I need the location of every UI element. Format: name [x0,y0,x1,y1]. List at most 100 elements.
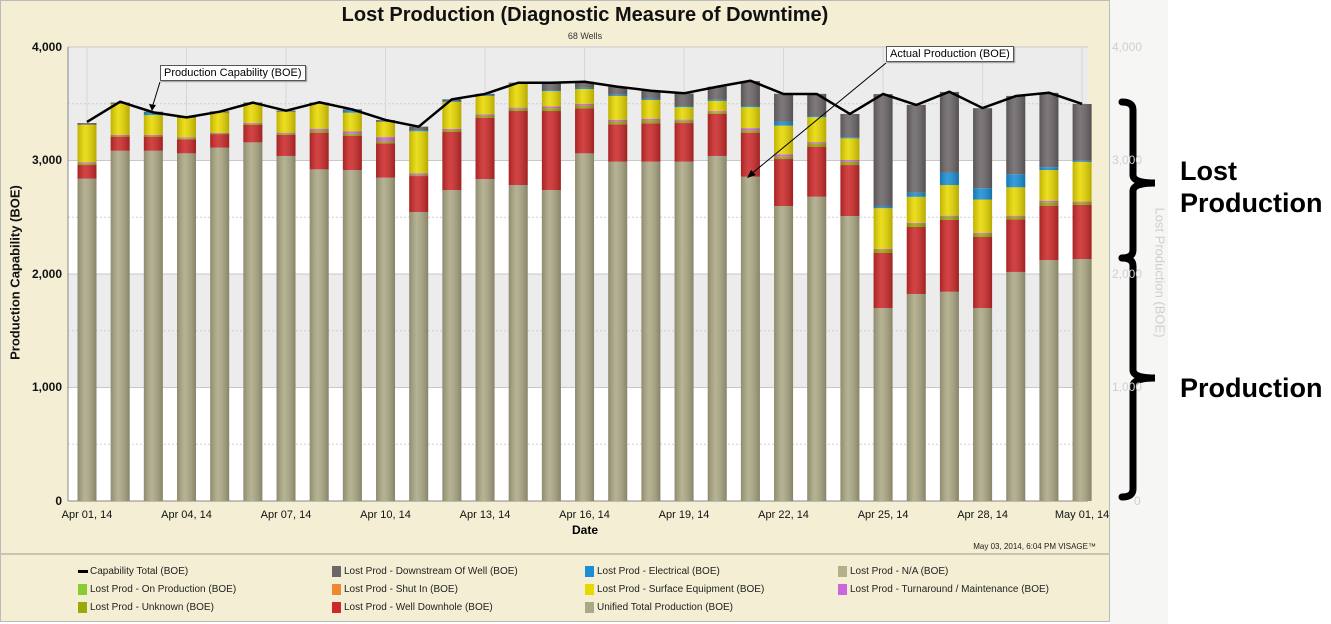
legend-item[interactable]: Lost Prod - Well Downhole (BOE) [332,602,493,613]
bar-shading [243,102,263,502]
bar-shading [177,116,197,501]
bar-shading [110,102,130,502]
legend-item[interactable]: Capability Total (BOE) [78,566,188,577]
arrowhead-icon [747,170,756,178]
y-axis-label: Production Capability (BOE) [7,185,23,360]
bar-shading [873,94,893,501]
x-tick-label: Apr 19, 14 [658,509,710,521]
bar-shading [409,126,429,501]
y-tick-label: 0 [55,494,62,508]
legend-label: Lost Prod - Well Downhole (BOE) [344,602,493,613]
legend-item[interactable]: Lost Prod - Electrical (BOE) [585,566,720,577]
bar-shading [309,102,329,502]
legend-swatch [78,584,87,595]
legend-label: Lost Prod - Turnaround / Maintenance (BO… [850,584,1049,595]
arrowhead-icon [149,104,156,111]
production-brace-label: Production [1180,373,1323,403]
bar-shading [276,110,296,501]
legend-swatch [585,566,594,577]
legend-item[interactable]: Lost Prod - Turnaround / Maintenance (BO… [838,584,1049,595]
legend-item[interactable]: Lost Prod - Shut In (BOE) [332,584,458,595]
bar-shading [840,113,860,501]
y2-tick-label: 4,000 [1112,40,1143,54]
y2-axis-label: Lost Production (BOE) [1152,207,1168,338]
legend-label: Capability Total (BOE) [90,566,189,577]
legend-swatch [332,584,341,595]
legend-swatch [585,602,594,613]
legend-label: Lost Prod - Downstream Of Well (BOE) [344,566,518,577]
bar-shading [674,93,694,501]
x-tick-label: Apr 10, 14 [360,509,411,521]
legend-swatch [332,602,341,613]
legend-label: Lost Prod - Unknown (BOE) [90,602,214,613]
bar-shading [807,93,827,502]
legend-label: Lost Prod - Shut In (BOE) [344,584,458,595]
bar-shading [575,81,595,502]
legend-swatch [838,566,847,577]
x-tick-label: Apr 07, 14 [260,509,312,521]
bar-shading [442,99,462,502]
x-tick-label: Apr 04, 14 [161,509,212,521]
timestamp: May 03, 2014, 6:04 PM VISAGE™ [973,542,1096,551]
legend-item[interactable]: Unified Total Production (BOE) [585,602,733,613]
bar-shading [475,93,495,502]
bar-shading [973,108,993,501]
x-axis-label: Date [571,523,598,537]
bar-shading [541,82,561,501]
bar-shading [641,90,661,501]
bar-shading [508,82,528,501]
bar-shading [774,93,794,502]
legend-item[interactable]: Lost Prod - Downstream Of Well (BOE) [332,566,518,577]
legend-swatch [78,602,87,613]
actual-production-callout: Actual Production (BOE) [886,46,1014,62]
legend-label: Unified Total Production (BOE) [597,602,733,613]
bar-shading [939,91,959,502]
capability-callout: Production Capability (BOE) [160,65,306,81]
legend-swatch [332,566,341,577]
bar-shading [77,123,97,502]
callout-arrow [151,81,161,109]
y2-tick-label: 0 [1134,494,1141,508]
bar-shading [210,111,230,502]
x-tick-label: May 01, 14 [1054,509,1110,521]
lost-production-brace [1118,98,1156,262]
bar-shading [1072,103,1092,502]
lost-production-brace-label: Lost Production [1180,156,1323,218]
legend-label: Lost Prod - Surface Equipment (BOE) [597,584,765,595]
x-tick-label: Apr 01, 14 [61,509,113,521]
bar-shading [376,120,396,502]
legend-divider [0,553,1110,555]
y-tick-label: 4,000 [31,40,62,54]
y2-tick-label: 1,000 [1112,380,1143,394]
chart-subtitle: 68 Wells [567,31,603,41]
bar-shading [1006,95,1026,501]
legend-swatch [838,584,847,595]
bar-shading [906,104,926,501]
bar-shading [740,81,760,502]
capability-line [86,79,1083,128]
legend-item[interactable]: Lost Prod - Unknown (BOE) [78,602,214,613]
legend-item[interactable]: Lost Prod - On Production (BOE) [78,584,236,595]
x-tick-label: Apr 22, 14 [758,509,809,521]
legend-swatch [78,570,88,573]
x-tick-label: Apr 28, 14 [957,509,1008,521]
bar-shading [342,109,362,502]
y2-tick-label: 3,000 [1112,153,1143,167]
chart-title: Lost Production (Diagnostic Measure of D… [341,4,829,26]
legend-swatch [585,584,594,595]
y-tick-label: 2,000 [31,267,62,281]
y2-tick-label: 2,000 [1112,267,1143,281]
x-tick-label: Apr 13, 14 [459,509,511,521]
production-brace [1118,254,1156,501]
x-tick-label: Apr 25, 14 [857,509,909,521]
y-tick-label: 1,000 [31,380,62,394]
legend-label: Lost Prod - Electrical (BOE) [597,566,720,577]
bar-shading [1039,92,1059,501]
legend-item[interactable]: Lost Prod - Surface Equipment (BOE) [585,584,764,595]
y-tick-label: 3,000 [31,153,62,167]
legend-label: Lost Prod - N/A (BOE) [850,566,949,577]
legend-item[interactable]: Lost Prod - N/A (BOE) [838,566,948,577]
bar-shading [143,111,163,501]
bar-shading [707,86,727,501]
